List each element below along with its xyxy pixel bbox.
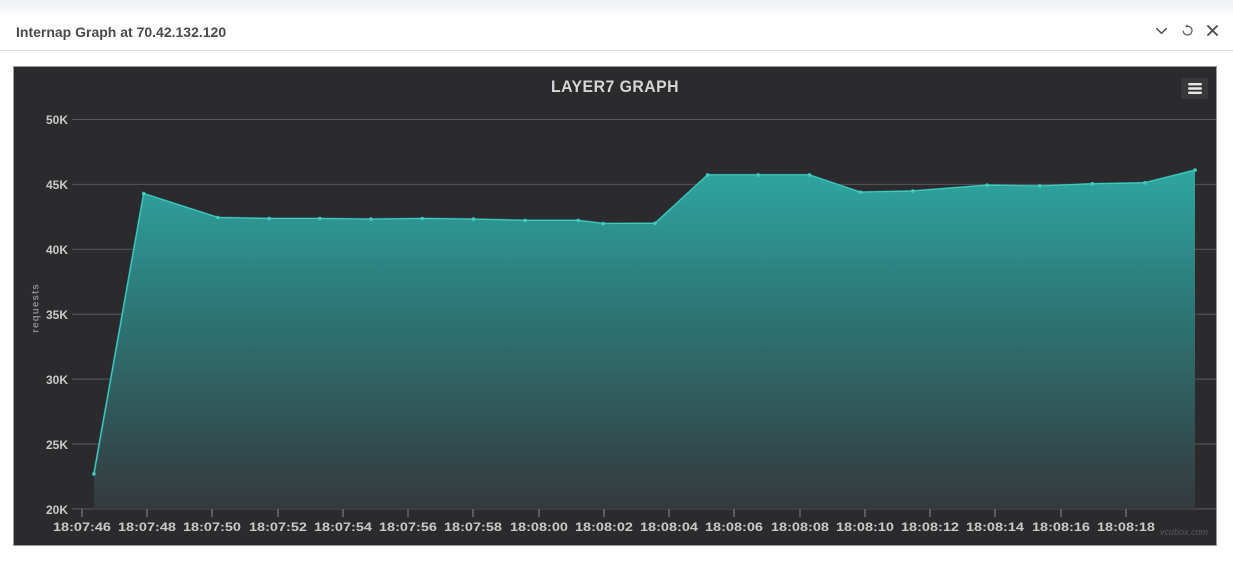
svg-text:18:08:16: 18:08:16 — [1032, 520, 1090, 534]
svg-text:18:07:58: 18:07:58 — [444, 520, 502, 534]
svg-text:18:07:56: 18:07:56 — [379, 520, 437, 534]
svg-text:18:08:08: 18:08:08 — [771, 520, 829, 534]
svg-text:18:08:14: 18:08:14 — [966, 520, 1024, 534]
svg-text:18:07:52: 18:07:52 — [249, 520, 307, 534]
svg-text:35K: 35K — [46, 308, 68, 322]
svg-text:18:08:04: 18:08:04 — [640, 520, 698, 534]
svg-text:18:08:10: 18:08:10 — [836, 520, 894, 534]
svg-text:20K: 20K — [46, 503, 68, 517]
svg-text:50K: 50K — [46, 113, 68, 127]
svg-text:40K: 40K — [46, 243, 68, 257]
svg-text:18:07:48: 18:07:48 — [118, 520, 176, 534]
svg-text:25K: 25K — [46, 438, 68, 452]
svg-text:18:07:46: 18:07:46 — [53, 520, 111, 534]
svg-text:18:08:18: 18:08:18 — [1097, 520, 1155, 534]
svg-text:18:07:54: 18:07:54 — [314, 520, 372, 534]
svg-text:45K: 45K — [46, 178, 68, 192]
svg-text:18:08:12: 18:08:12 — [901, 520, 959, 534]
svg-text:18:08:02: 18:08:02 — [575, 520, 633, 534]
svg-text:18:07:50: 18:07:50 — [183, 520, 241, 534]
svg-text:18:08:06: 18:08:06 — [705, 520, 763, 534]
svg-text:18:08:00: 18:08:00 — [510, 520, 568, 534]
svg-text:30K: 30K — [46, 373, 68, 387]
